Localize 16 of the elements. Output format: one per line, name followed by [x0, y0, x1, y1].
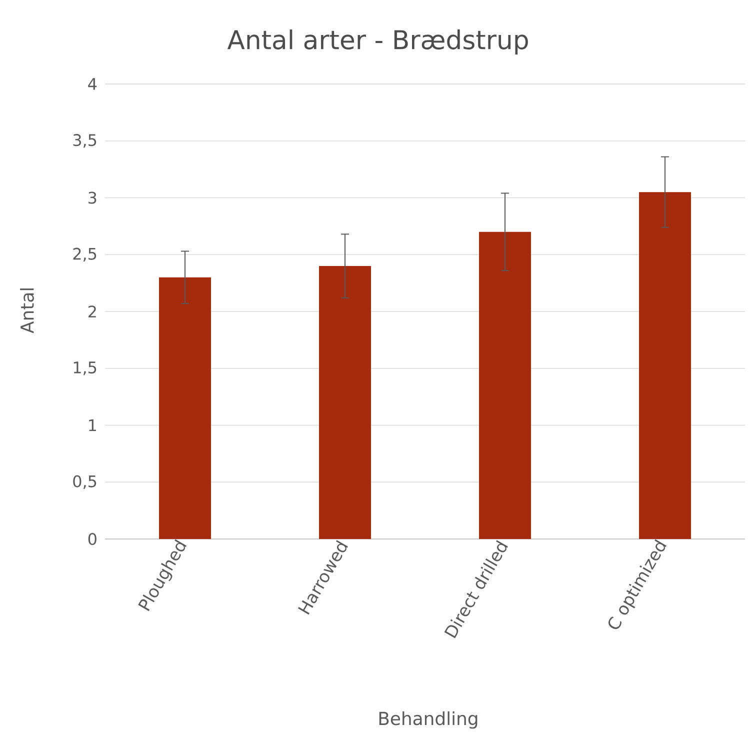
- bar: [639, 192, 692, 539]
- y-tick-label: 2: [88, 306, 96, 318]
- y-tick-label: 4: [88, 78, 97, 90]
- y-tick-label: 0: [88, 532, 96, 546]
- y-tick-label: 1: [89, 419, 96, 432]
- chart-title: Antal arter - Brædstrup: [227, 29, 528, 55]
- x-axis-title: Behandling: [379, 711, 478, 729]
- y-tick-label: 0,5: [73, 475, 96, 489]
- bar: [479, 232, 532, 539]
- y-tick-label: 3,5: [73, 134, 96, 148]
- y-tick-label: 2,5: [73, 248, 96, 262]
- bar: [159, 277, 211, 539]
- y-tick-label: 3: [88, 192, 96, 204]
- bar: [319, 266, 371, 539]
- y-axis-title: Antal: [20, 288, 34, 334]
- y-tick-label: 1,5: [74, 362, 96, 376]
